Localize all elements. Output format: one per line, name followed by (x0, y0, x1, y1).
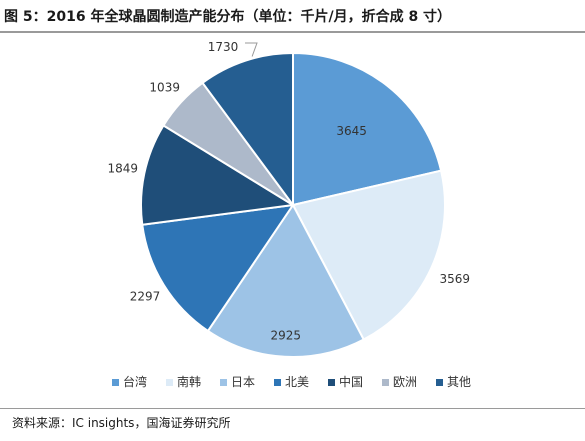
legend-label-日本: 日本 (231, 375, 255, 389)
legend-label-欧洲: 欧洲 (393, 375, 417, 389)
legend-item-其他: 其他 (436, 375, 471, 389)
legend-item-南韩: 南韩 (166, 374, 201, 389)
data-label-欧洲: 1039 (149, 80, 180, 94)
pie-chart: 3645 3569 2925 2297 1849 1039 1730 台湾 南韩 日本 北美 中国 欧… (108, 40, 471, 389)
legend-swatch-中国 (328, 379, 335, 386)
source-divider (0, 408, 585, 409)
legend-item-北美: 北美 (274, 375, 309, 389)
legend-label-南韩: 南韩 (177, 374, 201, 389)
chart-title: 图 5：2016 年全球晶圆制造产能分布（单位：千片/月，折合成 8 寸） (4, 9, 452, 25)
pie-slices (140, 51, 446, 358)
legend-item-中国: 中国 (328, 374, 363, 389)
title-divider (0, 31, 585, 33)
legend-item-日本: 日本 (220, 375, 255, 389)
source-note: 资料来源：IC insights，国海证券研究所 (12, 416, 231, 430)
data-label-中国: 1849 (108, 162, 139, 176)
pie-slice-北美 (141, 203, 296, 333)
pie-slice-日本 (206, 203, 366, 358)
pie-slice-其他 (201, 51, 294, 209)
legend-label-中国: 中国 (339, 374, 363, 389)
legend-swatch-欧洲 (382, 379, 389, 386)
legend-swatch-台湾 (112, 379, 119, 386)
data-label-日本: 2925 (271, 329, 302, 343)
leader-lines (245, 42, 258, 57)
pie-slice-南韩 (291, 169, 446, 341)
legend-swatch-其他 (436, 379, 443, 386)
pie-slice-中国 (140, 124, 296, 226)
legend-item-台湾: 台湾 (112, 374, 147, 389)
data-label-南韩: 3569 (440, 272, 471, 286)
data-label-北美: 2297 (130, 290, 161, 304)
legend-swatch-北美 (274, 379, 281, 386)
pie-slice-台湾 (292, 51, 443, 207)
legend-swatch-日本 (220, 379, 227, 386)
data-label-台湾: 3645 (336, 124, 367, 138)
data-labels: 3645 3569 2925 2297 1849 1039 1730 (108, 40, 471, 343)
legend-item-欧洲: 欧洲 (382, 375, 417, 389)
legend-swatch-南韩 (166, 379, 173, 386)
legend-label-其他: 其他 (447, 375, 471, 389)
legend-label-北美: 北美 (285, 375, 309, 389)
legend-label-台湾: 台湾 (123, 374, 147, 389)
legend: 台湾 南韩 日本 北美 中国 欧洲 其他 (112, 374, 471, 389)
data-label-其他: 1730 (208, 40, 239, 54)
leader-line-其他 (245, 42, 258, 57)
